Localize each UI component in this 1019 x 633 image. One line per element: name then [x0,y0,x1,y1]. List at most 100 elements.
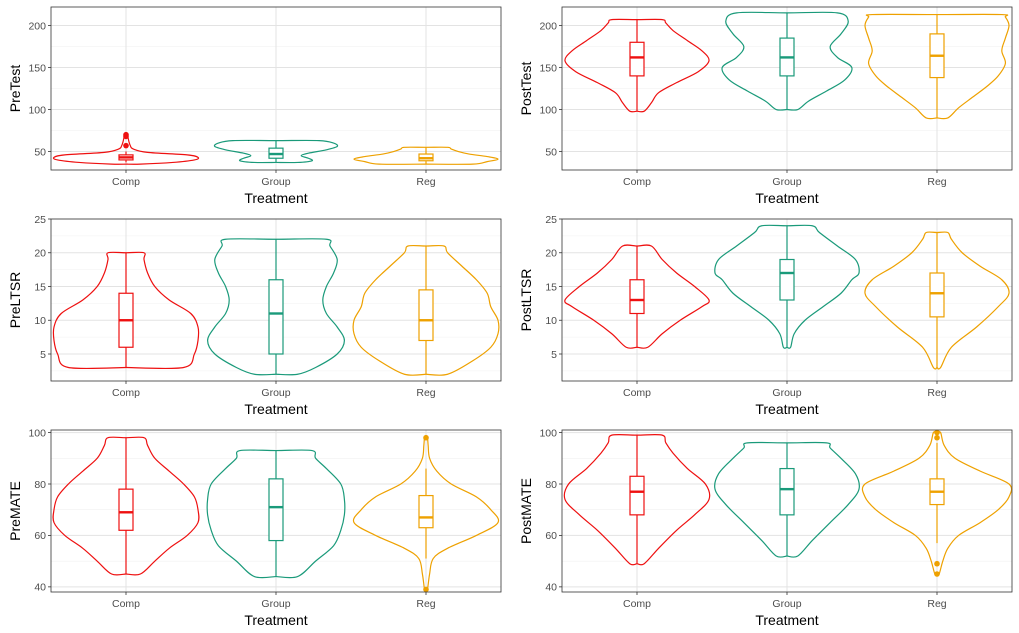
x-tick-label: Group [772,387,801,399]
y-axis-title: PostMATE [518,478,534,544]
y-tick-label: 100 [28,104,46,116]
x-tick-label: Comp [112,598,140,610]
y-tick-label: 80 [545,479,557,491]
box [629,475,645,516]
x-axis-title: Treatment [244,612,307,628]
box [929,272,945,318]
y-tick-label: 15 [545,281,557,293]
outlier-point [123,142,129,149]
x-axis-title: Treatment [244,190,307,206]
y-tick-label: 50 [545,146,557,158]
y-tick-label: 20 [34,248,46,260]
y-axis-title: PostTest [518,62,534,116]
violin-reg [352,244,500,376]
y-tick-label: 25 [34,214,46,226]
panel-posttest: 50 100 150 200 Comp Group Reg Treatment PostTest [518,6,1013,206]
box [629,279,645,315]
y-tick-label: 50 [34,146,46,158]
panel-postltsr: 5 10 15 20 25 Comp Group Reg Treatment PostLTSR [518,214,1013,417]
y-tick-label: 200 [539,20,557,32]
y-tick-label: 20 [545,248,557,260]
x-tick-label: Group [772,598,801,610]
violin-outline [721,11,853,111]
violin-comp [52,251,200,370]
x-tick-label: Reg [927,176,946,188]
y-tick-label: 5 [551,349,557,361]
box [418,494,434,529]
box [779,467,795,516]
box [629,41,645,77]
violin-comp [52,436,200,576]
y-tick-label: 10 [545,315,557,327]
x-tick-label: Group [261,176,290,188]
box [418,289,434,342]
y-tick-label: 60 [545,530,557,542]
panel-pretest: 50 100 150 200 Comp Group Reg Treatment PreTest [7,6,502,206]
y-axis-title: PostLTSR [518,269,534,332]
y-tick-label: 15 [34,281,46,293]
outlier-point [423,434,429,441]
violin-group [714,441,860,558]
y-tick-label: 80 [34,479,46,491]
x-tick-label: Reg [927,387,946,399]
box [779,258,795,301]
panel-postmate: 40 60 80 100 Comp Group Reg Treatment PostMATE [518,427,1013,628]
x-tick-label: Reg [416,176,435,188]
violin-outline [864,13,1010,120]
violin-group [206,238,346,376]
box [118,488,134,531]
violin-group [213,139,339,164]
x-tick-label: Reg [416,387,435,399]
y-tick-label: 150 [539,62,557,74]
x-tick-label: Group [261,598,290,610]
violin-outline [564,18,710,113]
y-tick-label: 40 [34,582,46,594]
violin-outline [213,139,339,164]
violin-group [714,224,860,349]
box [268,478,284,542]
x-axis-title: Treatment [755,190,818,206]
x-tick-label: Group [772,176,801,188]
violin-group [721,11,853,111]
box [268,279,284,355]
y-tick-label: 10 [34,315,46,327]
y-axis-title: PreLTSR [7,272,23,329]
panel-premate: 40 60 80 100 Comp Group Reg Treatment PreMATE [7,427,502,628]
y-tick-label: 25 [545,214,557,226]
violin-outline [206,449,346,579]
x-tick-label: Comp [623,598,651,610]
outlier-point [934,560,940,567]
violin-comp [52,131,200,165]
x-tick-label: Comp [623,176,651,188]
x-tick-label: Comp [623,387,651,399]
outlier-point [123,131,129,138]
violin-reg [864,13,1010,120]
y-tick-label: 100 [539,104,557,116]
y-tick-label: 60 [34,530,46,542]
x-axis-title: Treatment [755,612,818,628]
y-tick-label: 5 [40,349,46,361]
x-tick-label: Reg [927,598,946,610]
y-tick-label: 150 [28,62,46,74]
panel-preltsr: 5 10 15 20 25 Comp Group Reg Treatment PreLTSR [7,214,502,417]
violin-group [206,449,346,579]
y-axis-title: PreMATE [7,481,23,541]
outlier-point [934,571,940,577]
violin-comp [563,433,711,566]
outlier-point [423,586,429,593]
x-tick-label: Reg [416,598,435,610]
y-tick-label: 40 [545,582,557,594]
violin-reg [352,434,500,593]
violin-reg [864,231,1010,370]
outlier-point [934,429,940,436]
x-tick-label: Group [261,387,290,399]
x-tick-label: Comp [112,387,140,399]
y-tick-label: 200 [28,20,46,32]
violin-outline [52,436,200,576]
violin-outline [563,433,711,566]
violin-reg [861,429,1013,577]
y-axis-title: PreTest [7,65,23,113]
y-tick-label: 100 [28,427,46,439]
violin-comp [564,18,710,113]
